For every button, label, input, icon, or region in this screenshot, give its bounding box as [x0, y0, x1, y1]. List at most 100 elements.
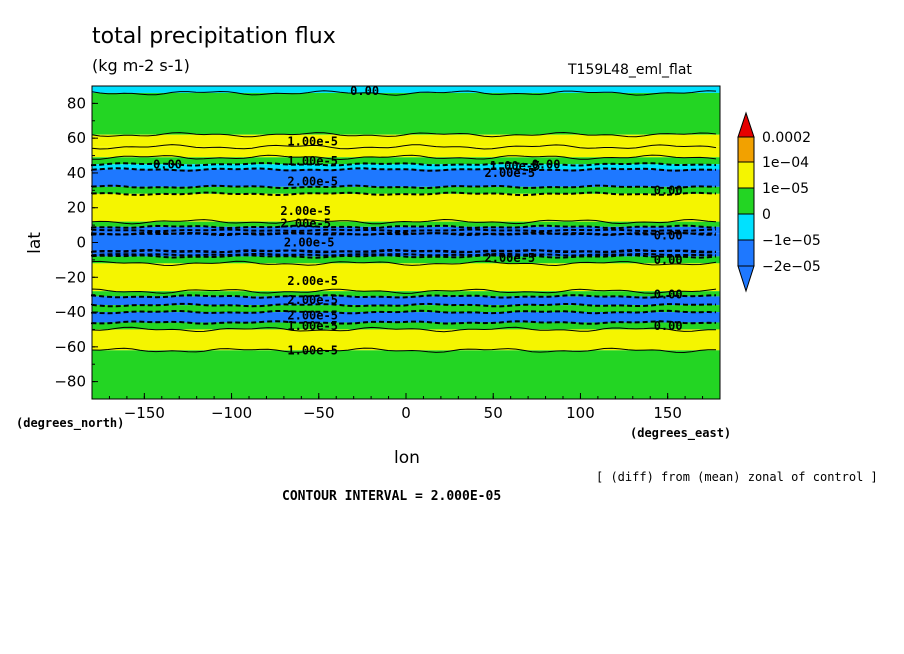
contour-label: 0.00: [654, 319, 683, 333]
x-tick-label: 100: [566, 404, 595, 422]
contour-label: 0.00: [654, 183, 683, 197]
colorbar-segment: [737, 136, 755, 164]
y-tick-label: 20: [67, 199, 86, 217]
colorbar-label: 1e−04: [762, 155, 809, 171]
contour-label: 2.00e-5: [284, 236, 335, 250]
contour-line: [91, 326, 716, 333]
colorbar-segment: [737, 187, 755, 215]
contour-band: [92, 92, 720, 135]
contour-band: [92, 256, 720, 264]
y-tick-label: −40: [54, 303, 86, 321]
contour-line: [91, 167, 717, 172]
x-tick-label: 150: [653, 404, 682, 422]
experiment-label: T159L48_eml_flat: [568, 62, 692, 78]
contour-label: 0.00: [654, 288, 683, 302]
contour-line: [91, 320, 717, 325]
contour-line: [91, 144, 717, 150]
contour-label: 1.00e-5: [287, 343, 338, 357]
contour-label: 0.00: [654, 229, 683, 243]
contour-label: 2.00e-5: [287, 175, 338, 189]
contour-label: 0.00: [532, 157, 561, 171]
contour-label: 1.00e-5: [490, 159, 541, 173]
chart-units: (kg m-2 s-1): [92, 56, 190, 75]
contour-band: [92, 186, 720, 194]
contour-band: [92, 350, 720, 399]
y-tick-label: 60: [67, 129, 86, 147]
contour-label: 2.00e-5: [287, 274, 338, 288]
contour-line: [91, 154, 717, 161]
x-axis-label: lon: [394, 448, 420, 468]
contour-band: [92, 221, 720, 227]
contour-band: [92, 305, 720, 313]
diff-note: [ (diff) from (mean) zonal of control ]: [596, 470, 878, 484]
contour-band: [92, 329, 720, 351]
contour-line: [91, 191, 717, 197]
contour-band: [92, 164, 720, 170]
colorbar-segment: [737, 239, 755, 267]
contour-band: [92, 322, 720, 330]
colorbar-segment: [737, 213, 755, 241]
contour-band: [92, 296, 720, 306]
colorbar-bottom-arrow: [737, 265, 755, 293]
contour-line: [91, 231, 717, 236]
contour-band: [92, 169, 720, 187]
y-tick-label: 40: [67, 164, 86, 182]
contour-band: [92, 157, 720, 165]
contour-label: 1.00e-5: [287, 135, 338, 149]
colorbar-label: −2e−05: [762, 259, 821, 275]
x-tick-label: 50: [484, 404, 503, 422]
contour-label: 2.00e-5: [287, 309, 338, 323]
y-tick-label: −60: [54, 338, 86, 356]
contour-line: [91, 228, 717, 233]
y-tick-label: 0: [76, 234, 86, 252]
x-tick-label: −100: [211, 404, 252, 422]
contour-line: [91, 347, 717, 354]
chart-title: total precipitation flux: [92, 24, 336, 49]
contour-line: [91, 218, 717, 225]
contour-line: [91, 90, 717, 96]
y-tick-label: −20: [54, 268, 86, 286]
contour-line: [91, 224, 717, 230]
contour-line: [91, 302, 717, 308]
colorbar-top-arrow: [737, 111, 755, 138]
contour-label: 0.00: [654, 253, 683, 267]
contour-label: 2.00e-5: [287, 293, 338, 307]
x-tick-label: 0: [401, 404, 411, 422]
y-tick-label: −80: [54, 373, 86, 391]
contour-interval: CONTOUR INTERVAL = 2.000E-05: [282, 489, 502, 504]
x-tick-label: −150: [124, 404, 165, 422]
contour-line: [91, 254, 717, 259]
y-tick-label: 80: [67, 94, 86, 112]
contour-line: [91, 131, 717, 138]
contour-line: [91, 249, 716, 254]
contour-line: [91, 260, 717, 267]
contour-label: 0.00: [350, 84, 379, 98]
contour-band: [92, 312, 720, 323]
lat-unit-label: (degrees_north): [16, 416, 125, 430]
contour-band: [92, 193, 720, 222]
contour-band: [92, 233, 720, 252]
contour-line: [91, 184, 717, 190]
colorbar-segment: [737, 161, 755, 189]
contour-line: [91, 288, 717, 294]
contour-label: 2.00e-5: [485, 251, 536, 265]
colorbar-label: −1e−05: [762, 233, 821, 249]
contour-band: [92, 263, 720, 292]
contour-label: 2.00e-5: [280, 204, 331, 218]
contour-line: [91, 294, 717, 299]
contour-label: 1.00e-5: [287, 319, 338, 333]
contour-band: [92, 86, 720, 93]
contour-label: 1.00e-5: [287, 154, 338, 168]
colorbar-label: 0.0002: [762, 130, 811, 146]
contour-label: 0.00: [153, 157, 182, 171]
lon-unit-label: (degrees_east): [630, 426, 732, 440]
contour-line: [91, 252, 717, 257]
contour-label: 2.00e-5: [485, 166, 536, 180]
colorbar-label: 1e−05: [762, 181, 809, 197]
contour-label: 2.00e-5: [280, 216, 331, 230]
contour-band: [92, 134, 720, 147]
contour-line: [91, 309, 717, 315]
x-tick-label: −50: [303, 404, 335, 422]
colorbar-label: 0: [762, 207, 771, 223]
contour-line: [91, 161, 717, 167]
